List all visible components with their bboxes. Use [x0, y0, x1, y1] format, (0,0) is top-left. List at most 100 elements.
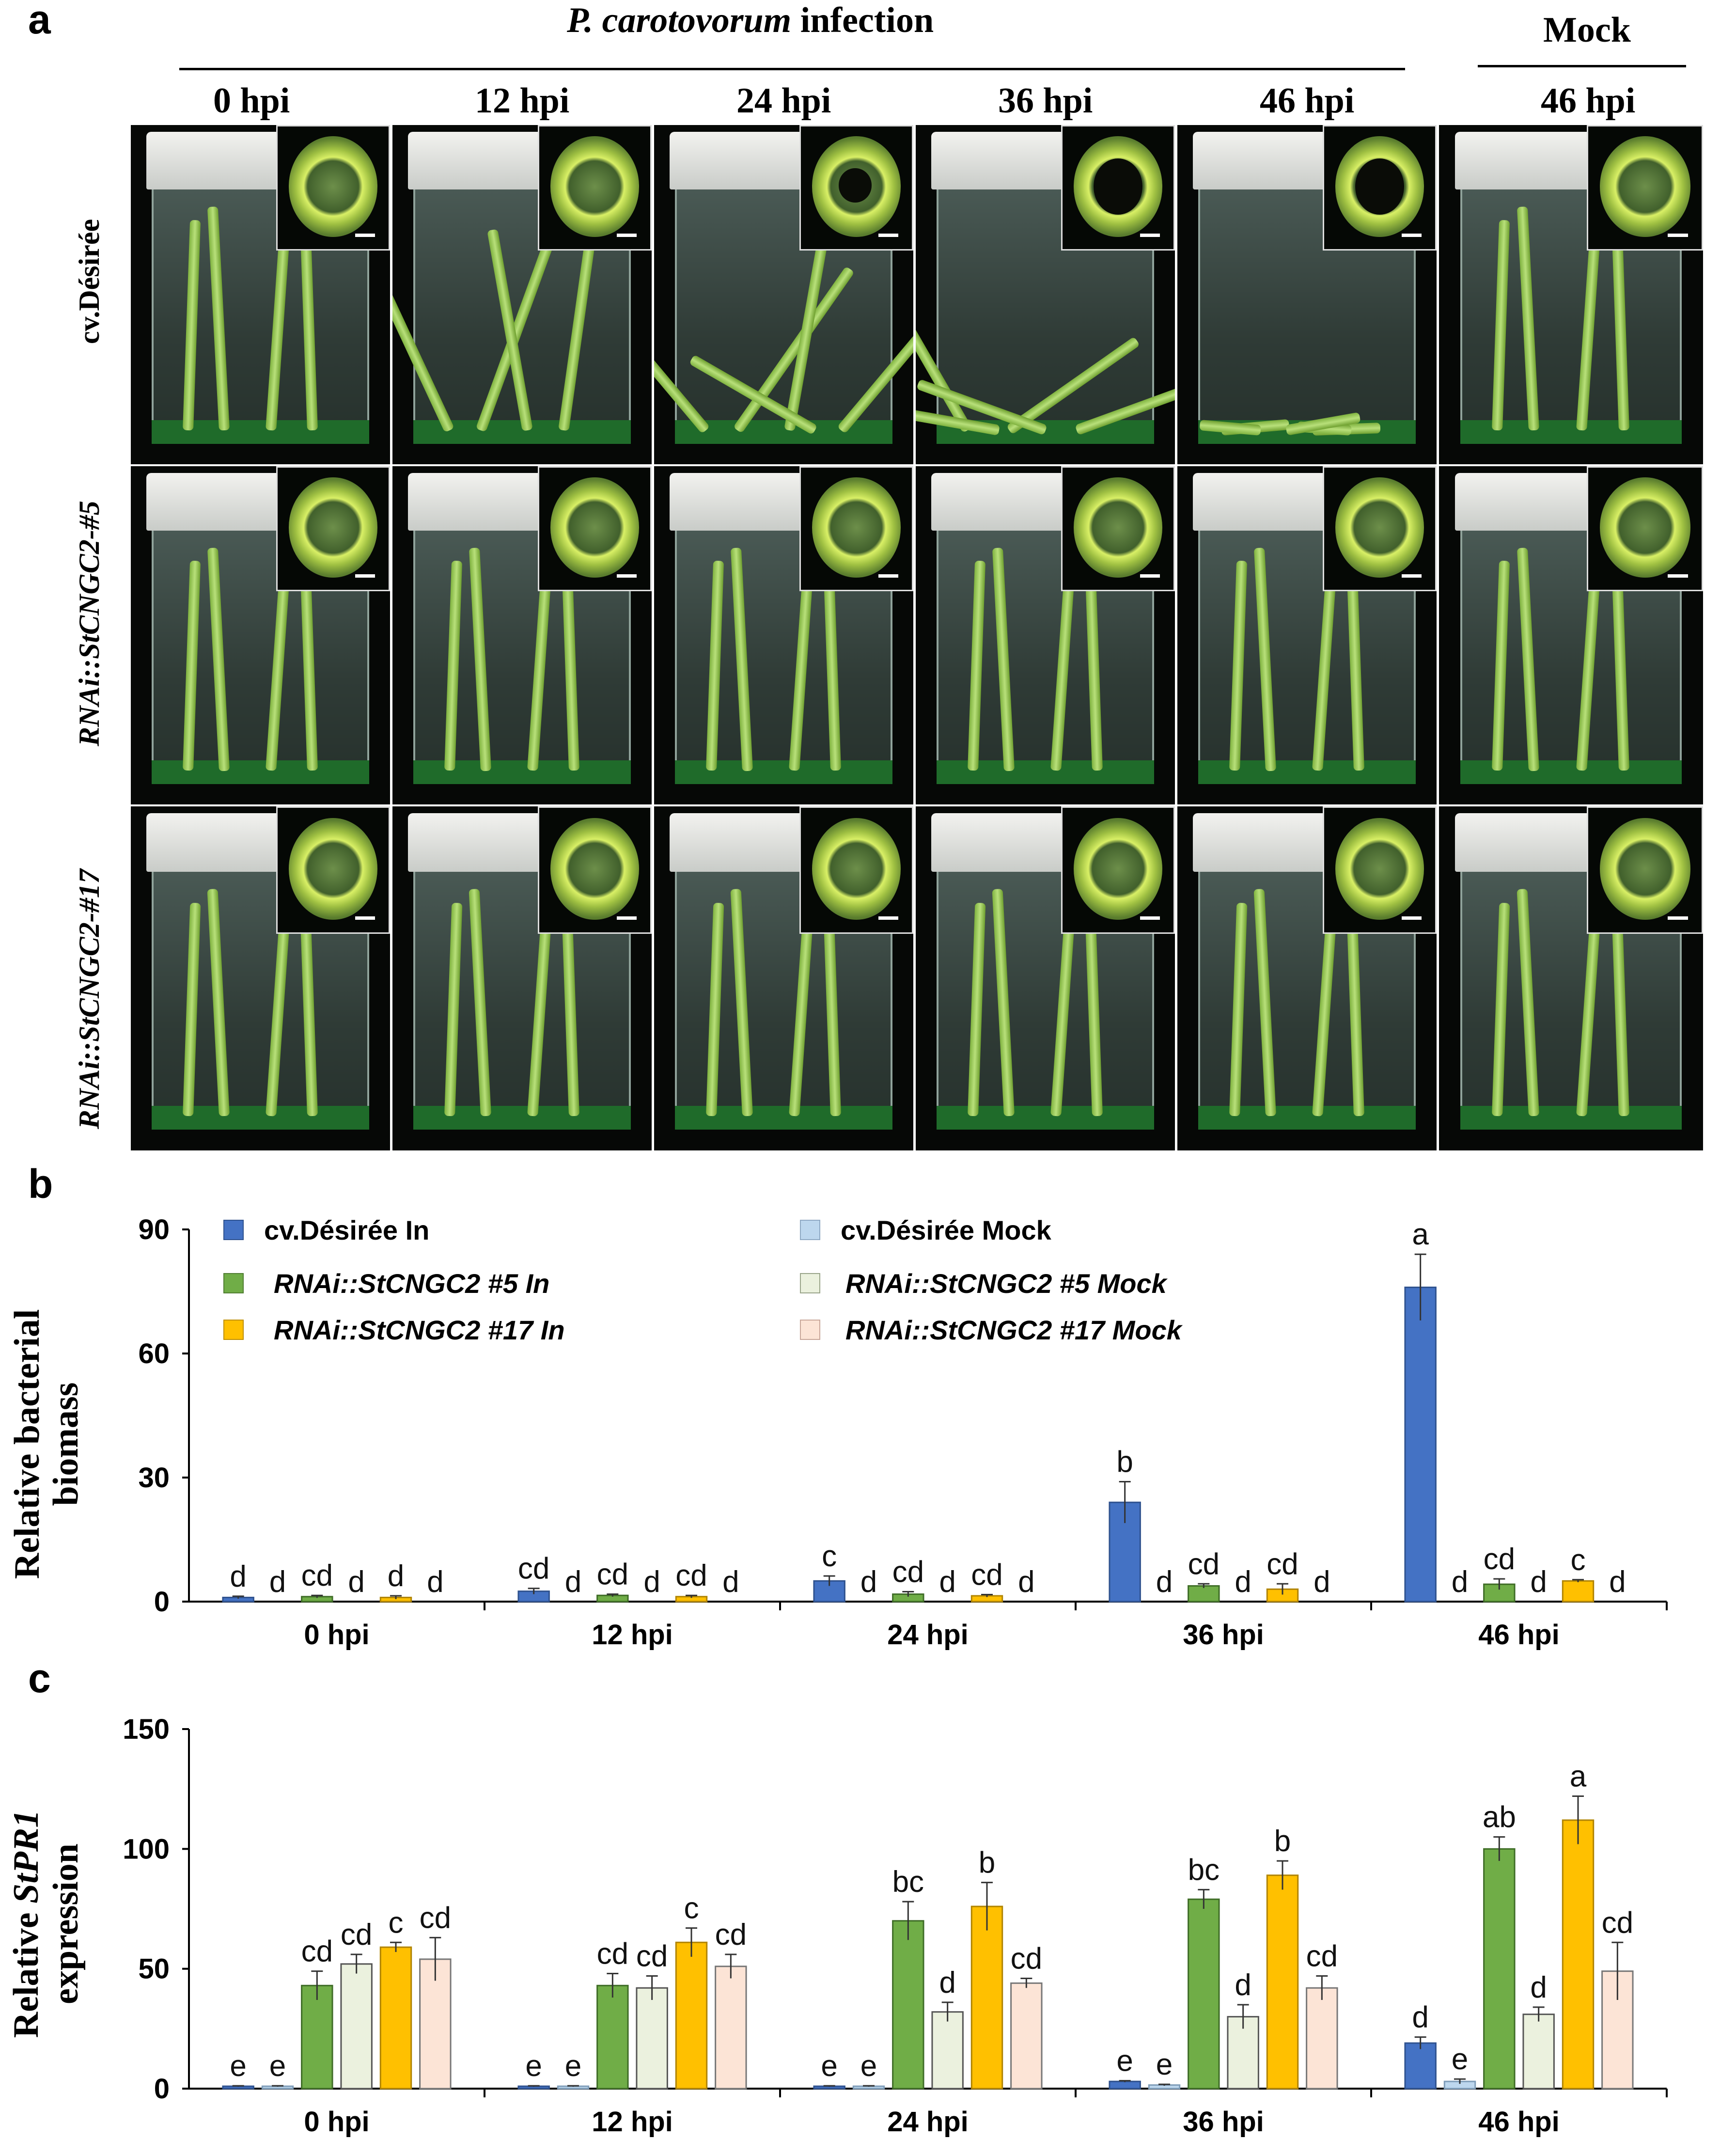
x-tick-label: 0 hpi — [304, 2106, 369, 2138]
pathogen-name: P. carotovorum — [567, 0, 792, 40]
significance-letter: cd — [597, 1558, 628, 1591]
bar — [1010, 1982, 1043, 2090]
significance-letter: bc — [1188, 1853, 1220, 1887]
scale-bar — [1667, 916, 1688, 920]
significance-letter: cd — [1484, 1542, 1515, 1576]
significance-letter: e — [1156, 2048, 1173, 2081]
mock-header: Mock — [1543, 10, 1631, 50]
cross-section-disc — [288, 136, 378, 237]
y-tick-label: 0 — [154, 2073, 170, 2105]
bar — [636, 1987, 668, 2090]
significance-letter: cd — [1011, 1942, 1042, 1975]
y-tick-label: 0 — [154, 1586, 170, 1618]
chart-c-ylabel-line2: expression — [46, 1843, 86, 2004]
col-header-2: 24 hpi — [736, 81, 831, 121]
scale-bar — [1140, 233, 1160, 237]
significance-letter: e — [1452, 2043, 1468, 2076]
row-label-rnai-17: RNAi::StCNGC2-#17 — [73, 869, 105, 1129]
x-tick-label: 36 hpi — [1183, 1619, 1264, 1651]
photo-row1-col3 — [916, 466, 1175, 804]
scale-bar — [1402, 916, 1422, 920]
significance-letter: d — [427, 1565, 443, 1599]
significance-letter: d — [722, 1565, 739, 1599]
stem-cross-section-inset — [537, 125, 652, 251]
stem-cross-section-inset — [1587, 466, 1703, 592]
photo-row0-col4 — [1177, 125, 1437, 464]
bar — [1188, 1585, 1220, 1603]
y-tick-label: 60 — [138, 1338, 170, 1369]
photo-row0-col0 — [131, 125, 390, 464]
significance-letter: bc — [892, 1865, 924, 1899]
cross-section-disc — [1335, 477, 1424, 578]
col-header-3: 36 hpi — [998, 81, 1093, 121]
significance-letter: d — [1609, 1565, 1626, 1599]
stem-cross-section-inset — [1061, 466, 1175, 592]
bar — [675, 1941, 708, 2090]
scale-bar — [617, 233, 637, 237]
photo-row2-col2 — [654, 806, 913, 1150]
x-tick-label: 36 hpi — [1183, 2106, 1264, 2138]
stem-cross-section-inset — [276, 806, 390, 934]
scale-bar — [1402, 233, 1422, 237]
legend-label-rnai17-mock: RNAi::StCNGC2 #17 Mock — [845, 1315, 1183, 1345]
y-tick-label: 90 — [138, 1214, 170, 1245]
significance-letter: b — [979, 1846, 995, 1880]
significance-letter: d — [1018, 1565, 1034, 1599]
significance-letter: d — [1530, 1565, 1547, 1599]
chart-b-ylabel-line1: Relative bacterial — [7, 1309, 47, 1579]
significance-letter: cd — [1267, 1547, 1298, 1581]
cross-section-disc — [288, 477, 378, 578]
scale-bar — [1140, 916, 1160, 920]
rot-cavity — [838, 168, 872, 203]
infection-header: P. carotovorum infection — [567, 0, 934, 41]
infection-header-rule — [179, 68, 1405, 70]
row-label-rnai-5: RNAi::StCNGC2-#5 — [73, 501, 105, 746]
panel-b-letter: b — [28, 1161, 53, 1207]
cross-section-disc — [550, 818, 640, 920]
bar — [931, 2011, 964, 2090]
significance-letter: cd — [420, 1901, 451, 1935]
bar — [1404, 2042, 1437, 2090]
significance-letter: e — [821, 2049, 837, 2083]
y-tick-label: 50 — [138, 1953, 170, 1985]
bar — [379, 1946, 412, 2090]
significance-letter: cd — [1306, 1940, 1338, 1973]
photo-row2-col1 — [392, 806, 652, 1150]
x-tick-label: 0 hpi — [304, 1619, 369, 1651]
legend-label-rnai5-mock: RNAi::StCNGC2 #5 Mock — [845, 1268, 1168, 1299]
significance-letter: d — [939, 1565, 955, 1599]
scale-bar — [617, 574, 637, 578]
bar — [1562, 1819, 1595, 2090]
significance-letter: d — [643, 1565, 660, 1599]
y-tick-label: 30 — [138, 1462, 170, 1494]
rot-cavity — [1355, 158, 1404, 215]
bar — [1483, 1848, 1516, 2090]
significance-letter: cd — [1188, 1547, 1220, 1581]
legend-swatch-rnai17-mock — [800, 1320, 820, 1340]
y-tick-label: 150 — [123, 1714, 170, 1745]
scale-bar — [355, 916, 375, 920]
col-header-5: 46 hpi — [1541, 81, 1636, 121]
photo-row2-col5 — [1439, 806, 1703, 1150]
bar — [970, 1905, 1003, 2090]
chart-b-legend: cv.Désirée In cv.Désirée Mock RNAi::StCN… — [223, 1215, 1183, 1345]
x-tick-label: 24 hpi — [887, 1619, 969, 1651]
cross-section-disc — [288, 818, 378, 920]
significance-letter: d — [1530, 1971, 1547, 2004]
x-tick-label: 24 hpi — [887, 2106, 969, 2138]
cross-section-disc — [1599, 136, 1690, 237]
significance-letter: d — [1314, 1565, 1330, 1599]
stem-cross-section-inset — [1322, 125, 1437, 251]
significance-letter: e — [230, 2049, 246, 2083]
significance-letter: d — [1452, 1565, 1468, 1599]
significance-letter: e — [525, 2049, 542, 2083]
container-floor — [674, 420, 893, 444]
significance-letter: e — [860, 2049, 877, 2083]
y-tick-label: 100 — [123, 1833, 170, 1865]
legend-swatch-desiree-in — [223, 1220, 244, 1240]
significance-letter: d — [230, 1560, 246, 1593]
stem-cross-section-inset — [1322, 466, 1437, 592]
scale-bar — [355, 574, 375, 578]
stem-cross-section-inset — [537, 466, 652, 592]
chart-c-ylabel-gene: StPR1 — [6, 1810, 46, 1904]
